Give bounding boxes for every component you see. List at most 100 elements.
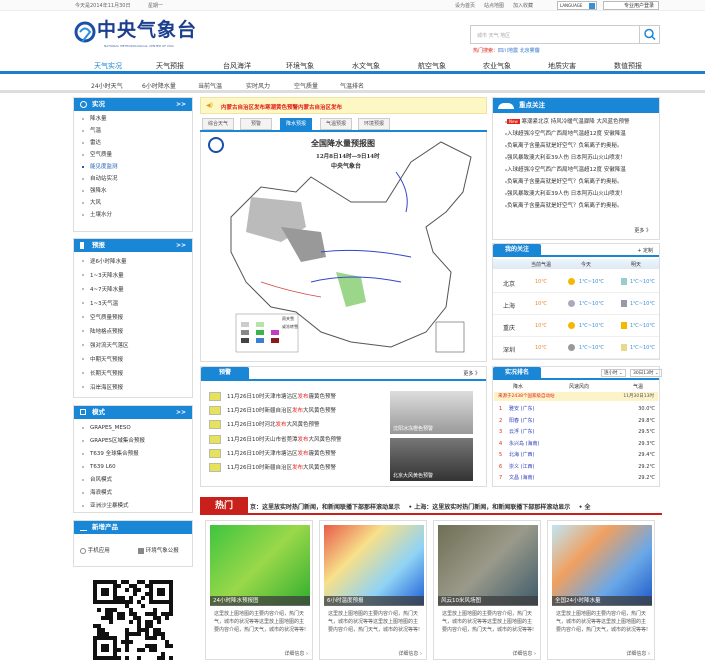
tab-env[interactable]: 环境预报: [358, 118, 390, 130]
sidebar-item[interactable]: 气温: [74, 125, 192, 137]
hot-card[interactable]: 风云10米风场图 这里放上图地图的主要内容介绍，热门天气，城市的状况等等这里放上图…: [433, 520, 541, 660]
hot-card[interactable]: 6小时温度预报 这里放上图地图的主要内容介绍，热门天气，城市的状况等等这里放上图地…: [319, 520, 427, 660]
ranking-row[interactable]: 4 永兴岛 (海南) 29.3℃: [499, 440, 655, 447]
tab-warnings[interactable]: 预警: [201, 367, 249, 379]
warning-photo[interactable]: 沈阳冰冻橙色预警: [390, 391, 473, 434]
login-button[interactable]: 专业用户登录: [603, 1, 659, 10]
tab-wind-rank[interactable]: 风速风向: [569, 384, 590, 390]
more-link[interactable]: >>: [175, 409, 186, 416]
nav-item-hydrology[interactable]: 水文气象: [352, 62, 380, 70]
city-row[interactable]: 重庆 10℃ 1℃~10℃ 1℃~10℃: [493, 316, 659, 337]
hot-link-sichuan[interactable]: 四川地震: [498, 48, 519, 54]
hot-card[interactable]: 24小时降水预报图 这里放上图地图的主要内容介绍，热门天气，城市的状况等等这里放上…: [205, 520, 313, 660]
tab-temp-rank[interactable]: 气温: [633, 384, 644, 390]
sidebar-item[interactable]: 自动站实况: [74, 173, 192, 185]
warning-item[interactable]: 11月26日10时河北发布大风黄色预警: [209, 419, 320, 431]
nav-item-aviation[interactable]: 航空气象: [418, 62, 446, 70]
warning-item[interactable]: 11月26日10时新疆自治区发布大风黄色预警: [209, 462, 336, 474]
subnav-ranking[interactable]: 气温排名: [340, 83, 365, 90]
city-row[interactable]: 深圳 10℃ 1℃~10℃ 1℃~10℃: [493, 338, 659, 359]
customize-link[interactable]: + 定制: [637, 248, 653, 254]
ranking-row[interactable]: 5 北海 (广西) 29.4℃: [499, 452, 655, 458]
focus-item[interactable]: 强风暴致澳大利亚39人伤 日本阿苏山火山喷发！: [497, 152, 659, 164]
sidebar-item[interactable]: T639 L60: [74, 461, 192, 474]
tab-precip[interactable]: 降水预报: [280, 118, 312, 130]
focus-item[interactable]: New 寒潮紧北京 持风冷暖气温骤降 大风蓝色预警: [497, 116, 659, 128]
subnav-6h-rain[interactable]: 6小时降水量: [142, 83, 176, 90]
sidebar-item[interactable]: 降水量: [74, 113, 192, 125]
details-link[interactable]: 详细信息 ›: [398, 651, 422, 657]
cma-logo-icon[interactable]: [74, 20, 96, 46]
sidebar-item[interactable]: 亚洲沙尘暴模式: [74, 500, 192, 513]
mobile-app-link[interactable]: 手机应用: [80, 546, 110, 554]
tab-composite[interactable]: 综合天气: [202, 118, 234, 130]
sidebar-item[interactable]: GRAPES区域集合预报: [74, 435, 192, 448]
focus-item[interactable]: 负氧离子含量高就是好空气？负氧离子的奥秘。: [497, 200, 659, 212]
sidebar-item[interactable]: 长期天气预报: [74, 367, 192, 381]
focus-item[interactable]: 负氧离子含量高就是好空气？负氧离子的奥秘。: [497, 140, 659, 152]
city-row[interactable]: 北京 10℃ 1℃~10℃ 1℃~10℃: [493, 272, 659, 293]
env-bulletin-link[interactable]: 环境气象公报: [138, 546, 179, 554]
warning-item[interactable]: 11月26日10时天津市塘沽区发布霾黄色预警: [209, 391, 336, 403]
focus-item[interactable]: 强风暴致澳大利亚39人伤 日本阿苏山火山喷发！: [497, 188, 659, 200]
ranking-row[interactable]: 2 阳春 (广东) 29.8℃: [499, 417, 655, 424]
sidebar-item[interactable]: 4~7天降水量: [74, 283, 192, 297]
warning-item[interactable]: 11月26日10时天山市省莞潭发布大风黄色预警: [209, 434, 342, 446]
more-link[interactable]: >>: [175, 242, 186, 249]
tab-temp[interactable]: 气温预报: [320, 118, 352, 130]
tab-my-focus[interactable]: 我的关注: [493, 244, 541, 255]
ranking-row[interactable]: 1 雅安 (广东) 30.0℃: [499, 406, 655, 412]
details-link[interactable]: 详细信息 ›: [512, 651, 536, 657]
warning-photo[interactable]: 北京大风黄色预警: [390, 438, 473, 481]
sidebar-item[interactable]: 雷达: [74, 137, 192, 149]
hot-ticker[interactable]: 京：这里放实时热门新闻，和新闻联播下部那样滚动显示 • 上海：这里放实时热门新闻…: [250, 504, 591, 511]
sidebar-item[interactable]: 大风: [74, 197, 192, 209]
alert-bar[interactable]: ◀) 内蒙古自治区发布寒潮黄色预警内蒙古自治区发布: [200, 97, 487, 114]
warning-item[interactable]: 11月26日10时天津市塘沽区发布霾黄色预警: [209, 448, 336, 460]
precip-map[interactable]: 全国降水量预报图 12月8日14时—9日14时 中央气象台 雨夹雪 或冻转雪: [200, 132, 487, 362]
hot-card[interactable]: 全国24小时降水量 这里放上图地图的主要内容介绍，热门天气，城市的状况等等这里放上…: [547, 520, 655, 660]
nav-item-agriculture[interactable]: 农业气象: [483, 62, 511, 70]
sidebar-item[interactable]: 中期天气预报: [74, 353, 192, 367]
sidebar-item[interactable]: 沿岸海区预报: [74, 381, 192, 395]
nav-item-geology[interactable]: 地质灾害: [548, 62, 576, 70]
sidebar-item[interactable]: 海浪模式: [74, 487, 192, 500]
subnav-air[interactable]: 空气质量: [294, 83, 319, 90]
sidebar-item[interactable]: 1~3天气温: [74, 297, 192, 311]
nav-item-numerical[interactable]: 数值预报: [614, 62, 642, 70]
nav-item-environment[interactable]: 环境气象: [286, 62, 314, 70]
search-input[interactable]: 城市 天气 地区: [470, 25, 660, 44]
nav-item-forecast[interactable]: 天气预报: [156, 62, 184, 70]
language-select[interactable]: LANGUAGE: [557, 1, 597, 10]
sitemap-link[interactable]: 站点地图: [484, 3, 505, 9]
more-link[interactable]: 更多 》: [463, 371, 480, 377]
focus-item[interactable]: 入球超强冷空气西广西局地气温超12度 安徽降温: [497, 128, 659, 140]
interval-select[interactable]: 逐小时 ⌄: [601, 369, 626, 377]
sidebar-item-active[interactable]: 能见度监测: [74, 161, 192, 173]
time-select[interactable]: 30日13时 ⌄: [630, 369, 662, 377]
sidebar-item[interactable]: GRAPES_MESO: [74, 422, 192, 435]
sidebar-item[interactable]: 1~3天降水量: [74, 269, 192, 283]
ranking-row[interactable]: 3 云浮 (广东) 29.5℃: [499, 429, 655, 435]
sidebar-item[interactable]: T639 全球集合预报: [74, 448, 192, 461]
sidebar-item[interactable]: 逐6小时降水量: [74, 255, 192, 269]
focus-item[interactable]: 入球超强冷空气西广西局地气温超12度 安徽降温: [497, 164, 659, 176]
search-button[interactable]: [639, 26, 659, 43]
subnav-temp[interactable]: 当前气温: [198, 83, 223, 90]
sidebar-item[interactable]: 陆地格点预报: [74, 325, 192, 339]
sidebar-item[interactable]: 空气质量: [74, 149, 192, 161]
tab-ranking[interactable]: 实况排名: [493, 367, 541, 378]
sidebar-item[interactable]: 土壤水分: [74, 209, 192, 221]
ranking-row[interactable]: 7 文昌 (海南) 29.2℃: [499, 475, 655, 481]
hot-link-beijing[interactable]: 北京雾霾: [519, 48, 540, 54]
tab-warning[interactable]: 预警: [240, 118, 272, 130]
ranking-row[interactable]: 6 崇义 (江西) 29.2℃: [499, 463, 655, 470]
warning-item[interactable]: 11月26日10时新疆自治区发布大风黄色预警: [209, 405, 336, 417]
city-row[interactable]: 上海 10℃ 1℃~10℃ 1℃~10℃: [493, 294, 659, 315]
sidebar-item[interactable]: 空气质量预报: [74, 311, 192, 325]
subnav-24h[interactable]: 24小时天气: [91, 83, 123, 90]
nav-item-weather-live[interactable]: 天气实况: [94, 62, 122, 70]
sidebar-item[interactable]: 强降水: [74, 185, 192, 197]
more-link[interactable]: 更多 》: [634, 228, 651, 234]
panel-models-header[interactable]: 模式 >>: [74, 406, 192, 419]
